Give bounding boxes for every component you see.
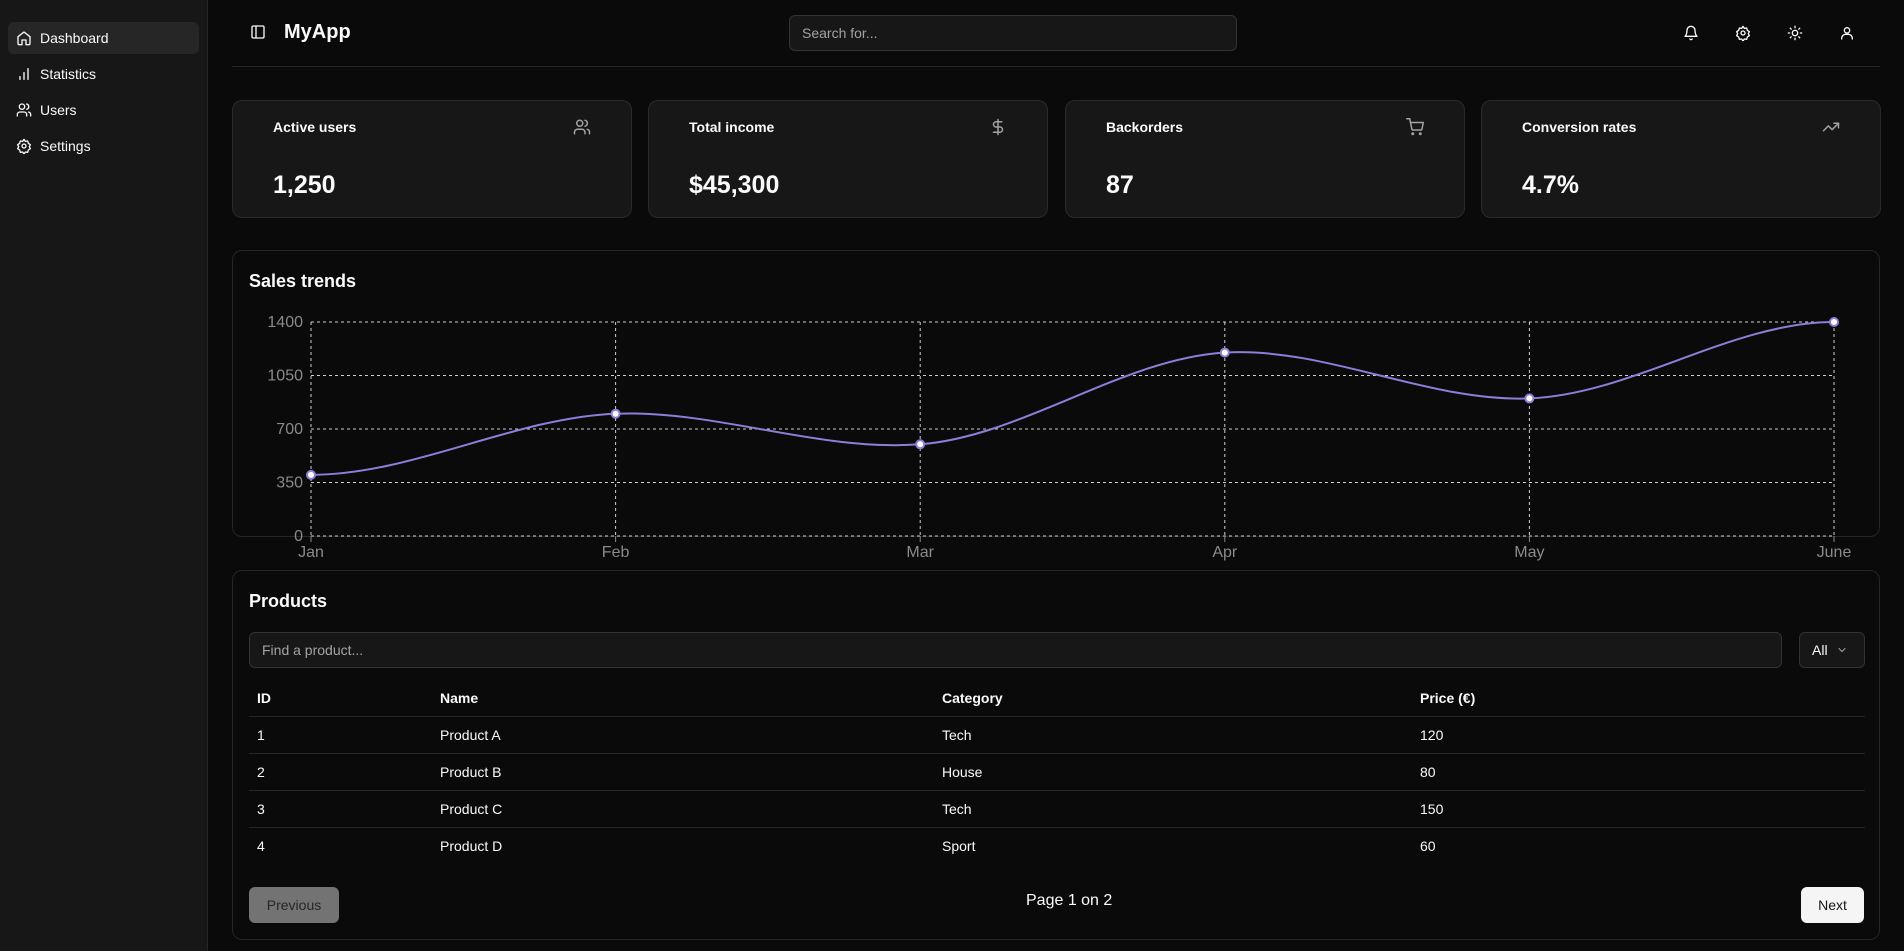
cell-category: Sport bbox=[942, 837, 976, 854]
stat-title: Active users bbox=[273, 119, 357, 135]
bell-icon[interactable] bbox=[1683, 25, 1699, 41]
table-row: 2 Product B House 80 bbox=[249, 753, 1865, 791]
cell-id: 1 bbox=[249, 716, 432, 754]
sidebar-item-label: Dashboard bbox=[40, 30, 109, 46]
data-point bbox=[1219, 347, 1230, 358]
product-search-input[interactable] bbox=[249, 632, 1782, 668]
top-header: MyApp bbox=[232, 0, 1880, 67]
stat-card-backorders: Backorders 87 bbox=[1065, 100, 1465, 218]
data-point bbox=[306, 469, 316, 480]
x-tick-label: Feb bbox=[602, 544, 630, 561]
column-header: Price (€) bbox=[1412, 680, 1865, 717]
sales-series-line bbox=[310, 321, 1835, 476]
table-row: 4 Product D Sport 60 bbox=[249, 827, 1865, 864]
bar-chart-icon bbox=[19, 68, 29, 80]
stat-title: Backorders bbox=[1106, 119, 1184, 135]
column-header: Category bbox=[934, 680, 1412, 717]
users-icon bbox=[16, 103, 32, 117]
cell-name: Product D bbox=[440, 837, 503, 854]
cell-name: Product B bbox=[432, 753, 934, 791]
cell-price: 120 bbox=[1412, 716, 1865, 754]
trending-up-icon bbox=[1822, 122, 1840, 132]
products-panel: Products All ID Name Category Price (€) … bbox=[232, 570, 1880, 940]
data-point bbox=[610, 408, 621, 419]
cell-id: 2 bbox=[249, 753, 432, 791]
filter-value: All bbox=[1812, 642, 1828, 658]
stat-value: $45,300 bbox=[689, 171, 780, 199]
sidebar-item-label: Users bbox=[40, 102, 77, 118]
stat-title: Conversion rates bbox=[1522, 119, 1637, 135]
cell-category: Tech bbox=[934, 716, 1412, 754]
sales-trends-panel: Sales trends 0 350 700 1050 1400 Jan Feb Mar Apr… bbox=[232, 250, 1880, 561]
sidebar-item-settings[interactable]: Settings bbox=[8, 130, 199, 162]
sidebar-toggle-icon[interactable] bbox=[250, 24, 266, 40]
next-button[interactable]: Next bbox=[1801, 887, 1864, 923]
cell-id: 4 bbox=[257, 837, 265, 854]
y-tick-label: 0 bbox=[294, 528, 303, 545]
y-tick-label: 1050 bbox=[267, 368, 303, 385]
table-row: 1 Product A Tech 120 bbox=[249, 716, 1865, 754]
chart-title: Sales trends bbox=[249, 271, 357, 291]
gear-icon[interactable] bbox=[1735, 25, 1751, 41]
column-header: Name bbox=[432, 680, 934, 717]
dollar-icon bbox=[992, 118, 1004, 136]
y-tick-label: 1400 bbox=[267, 314, 303, 331]
chevron-down-icon bbox=[1838, 648, 1846, 653]
data-point bbox=[1524, 393, 1535, 404]
cell-name: Product C bbox=[432, 790, 934, 828]
stat-card-conversion-rates: Conversion rates 4.7% bbox=[1481, 100, 1881, 218]
products-title: Products bbox=[249, 591, 328, 611]
sidebar-item-dashboard[interactable]: Dashboard bbox=[8, 22, 199, 54]
cell-category: House bbox=[934, 753, 1412, 791]
y-tick-label: 700 bbox=[276, 421, 303, 438]
sidebar-item-users[interactable]: Users bbox=[8, 94, 199, 126]
gear-icon bbox=[17, 138, 31, 154]
sidebar: Dashboard Statistics Users Settings bbox=[0, 0, 208, 951]
previous-button[interactable]: Previous bbox=[249, 887, 339, 923]
x-tick-label: May bbox=[1514, 544, 1544, 561]
stat-card-active-users: Active users 1,250 bbox=[232, 100, 632, 218]
x-tick-label: Apr bbox=[1212, 544, 1238, 561]
data-point bbox=[915, 439, 926, 450]
pagination-text: Page 1 on 2 bbox=[1026, 892, 1113, 909]
category-filter-select[interactable]: All bbox=[1799, 632, 1865, 668]
products-table: ID Name Category Price (€) 1 Product A T… bbox=[249, 680, 1865, 864]
user-icon[interactable] bbox=[1839, 25, 1855, 41]
cell-category: Tech bbox=[934, 790, 1412, 828]
x-tick-label: Jan bbox=[298, 544, 324, 561]
stat-title: Total income bbox=[689, 119, 775, 135]
cell-id: 3 bbox=[249, 790, 432, 828]
sales-trends-chart: 0 350 700 1050 1400 Jan Feb Mar Apr May June bbox=[267, 314, 1851, 561]
sidebar-item-label: Settings bbox=[40, 138, 91, 154]
x-tick-label: Mar bbox=[906, 544, 934, 561]
sun-icon[interactable] bbox=[1787, 25, 1803, 41]
data-point bbox=[1829, 317, 1839, 327]
cell-price: 60 bbox=[1420, 837, 1436, 854]
app-title: MyApp bbox=[284, 21, 351, 43]
search-input[interactable] bbox=[789, 15, 1237, 51]
home-icon bbox=[17, 31, 31, 46]
sidebar-item-statistics[interactable]: Statistics bbox=[8, 58, 199, 90]
cell-name: Product A bbox=[432, 716, 934, 754]
stat-value: 1,250 bbox=[273, 171, 336, 199]
y-tick-label: 350 bbox=[276, 475, 303, 492]
table-row: 3 Product C Tech 150 bbox=[249, 790, 1865, 828]
cell-price: 80 bbox=[1412, 753, 1865, 791]
cart-icon bbox=[1406, 118, 1424, 136]
cell-price: 150 bbox=[1412, 790, 1865, 828]
x-tick-label: June bbox=[1817, 544, 1852, 561]
stat-value: 87 bbox=[1106, 171, 1134, 199]
users-icon bbox=[573, 119, 591, 135]
column-header: ID bbox=[249, 680, 432, 717]
sidebar-item-label: Statistics bbox=[40, 66, 97, 82]
stat-value: 4.7% bbox=[1522, 171, 1579, 199]
stat-card-total-income: Total income $45,300 bbox=[648, 100, 1048, 218]
table-header-row: ID Name Category Price (€) bbox=[249, 680, 1865, 717]
